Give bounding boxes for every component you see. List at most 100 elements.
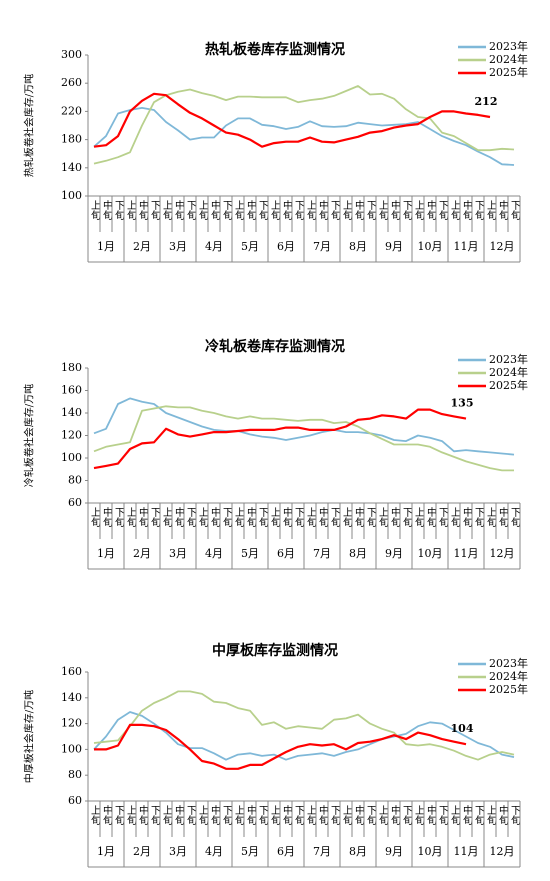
y-axis-label: 热轧板卷社会库存/万吨 [23, 74, 36, 177]
series-line [93, 711, 515, 761]
x-tick-label: 下旬 [509, 200, 521, 221]
x-tick-label: 上旬 [449, 507, 461, 528]
x-tick-label: 中旬 [425, 804, 437, 826]
x-tick-label: 上旬 [377, 805, 389, 826]
x-tick-label: 下旬 [149, 200, 161, 221]
x-tick-label: 中旬 [425, 506, 437, 528]
y-tick-label: 80 [68, 474, 82, 487]
x-tick-label: 下旬 [401, 200, 413, 221]
x-tick-label: 下旬 [293, 507, 305, 528]
x-tick-label: 上旬 [233, 200, 245, 221]
x-tick-label: 中旬 [209, 804, 221, 826]
y-tick-label: 60 [68, 496, 82, 509]
x-tick-label: 下旬 [293, 805, 305, 826]
x-tick-label: 上旬 [89, 805, 101, 826]
x-tick-label: 上旬 [341, 507, 353, 528]
x-tick-label: 中旬 [137, 506, 149, 528]
x-tick-label: 中旬 [353, 506, 365, 528]
x-tick-label: 中旬 [137, 199, 149, 221]
month-label: 3月 [169, 845, 187, 858]
x-tick-label: 上旬 [197, 200, 209, 221]
x-tick-label: 上旬 [125, 507, 137, 528]
x-tick-label: 上旬 [197, 507, 209, 528]
x-tick-label: 下旬 [221, 805, 233, 826]
x-tick-label: 上旬 [449, 200, 461, 221]
series-line [94, 723, 467, 770]
month-label: 4月 [205, 240, 223, 253]
x-tick-label: 下旬 [113, 507, 125, 528]
month-label: 3月 [169, 547, 187, 560]
month-label: 4月 [205, 845, 223, 858]
month-label: 2月 [133, 547, 151, 560]
month-label: 11月 [454, 547, 479, 560]
x-tick-label: 下旬 [473, 200, 485, 221]
x-tick-label: 上旬 [269, 805, 281, 826]
month-label: 6月 [277, 240, 295, 253]
month-label: 2月 [133, 845, 151, 858]
x-tick-label: 上旬 [269, 200, 281, 221]
x-tick-label: 下旬 [365, 507, 377, 528]
x-tick-label: 中旬 [353, 804, 365, 826]
x-tick-label: 中旬 [497, 804, 509, 826]
x-tick-label: 上旬 [449, 805, 461, 826]
month-label: 12月 [490, 845, 515, 858]
month-label: 9月 [385, 547, 403, 560]
month-label: 11月 [454, 845, 479, 858]
x-tick-label: 上旬 [485, 805, 497, 826]
series-line [93, 690, 515, 761]
x-tick-label: 下旬 [185, 200, 197, 221]
month-label: 9月 [385, 240, 403, 253]
y-tick-label: 180 [61, 133, 82, 146]
month-label: 10月 [418, 240, 443, 253]
x-tick-label: 下旬 [437, 200, 449, 221]
month-label: 7月 [313, 240, 331, 253]
x-tick-label: 下旬 [185, 507, 197, 528]
legend-label: 2024年 [489, 669, 528, 683]
x-tick-label: 中旬 [101, 506, 113, 528]
y-tick-label: 60 [68, 794, 82, 807]
x-tick-label: 下旬 [293, 200, 305, 221]
annotation: 212 [475, 95, 498, 108]
x-tick-label: 下旬 [473, 507, 485, 528]
y-tick-label: 160 [61, 384, 82, 397]
y-tick-label: 140 [61, 406, 82, 419]
x-tick-label: 下旬 [149, 507, 161, 528]
y-tick-label: 140 [61, 691, 82, 704]
month-label: 11月 [454, 240, 479, 253]
x-tick-label: 中旬 [281, 199, 293, 221]
x-tick-label: 上旬 [305, 200, 317, 221]
month-label: 1月 [97, 845, 115, 858]
x-tick-label: 中旬 [137, 804, 149, 826]
legend-label: 2023年 [489, 39, 528, 53]
month-label: 6月 [277, 845, 295, 858]
x-tick-label: 上旬 [125, 200, 137, 221]
x-tick-label: 上旬 [233, 805, 245, 826]
x-tick-label: 上旬 [413, 200, 425, 221]
month-label: 5月 [241, 845, 259, 858]
x-tick-label: 下旬 [365, 200, 377, 221]
x-tick-label: 中旬 [245, 199, 257, 221]
month-label: 8月 [349, 845, 367, 858]
legend-label: 2025年 [489, 378, 528, 392]
series-line [93, 397, 515, 456]
legend-label: 2023年 [489, 656, 528, 670]
x-tick-label: 下旬 [329, 805, 341, 826]
x-tick-label: 中旬 [389, 804, 401, 826]
month-label: 9月 [385, 845, 403, 858]
x-tick-label: 中旬 [173, 199, 185, 221]
x-tick-label: 中旬 [497, 199, 509, 221]
month-label: 1月 [97, 547, 115, 560]
x-tick-label: 中旬 [281, 506, 293, 528]
month-label: 1月 [97, 240, 115, 253]
series-line [93, 405, 514, 472]
month-label: 5月 [241, 240, 259, 253]
x-tick-label: 下旬 [185, 805, 197, 826]
x-tick-label: 上旬 [89, 507, 101, 528]
x-tick-label: 中旬 [173, 804, 185, 826]
y-tick-label: 180 [61, 361, 82, 374]
x-tick-label: 中旬 [461, 506, 473, 528]
x-tick-label: 中旬 [209, 199, 221, 221]
x-tick-label: 下旬 [509, 507, 521, 528]
month-label: 3月 [169, 240, 187, 253]
x-tick-label: 中旬 [389, 506, 401, 528]
